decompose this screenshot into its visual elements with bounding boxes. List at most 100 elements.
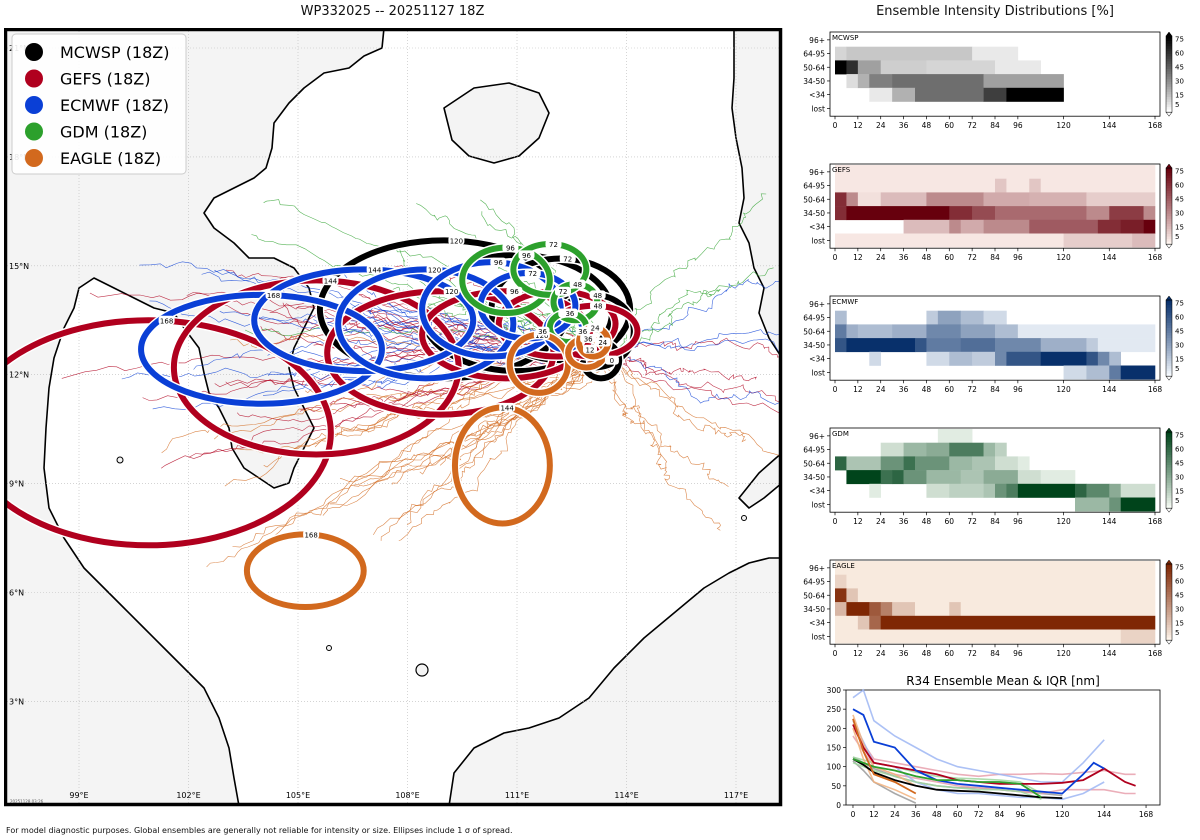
colorbar-step: [1166, 175, 1172, 179]
forecast-hour-tick-label: 120: [1056, 253, 1071, 262]
ensemble-track: [608, 352, 782, 415]
heatmap-cell: [1017, 324, 1156, 339]
colorbar-step: [1166, 612, 1172, 616]
heatmap-cell: [960, 324, 996, 339]
heatmap-model-label: ECMWF: [832, 298, 858, 306]
forecast-hour-tick-label: 24: [876, 121, 886, 130]
colorbar-tick-label: 15: [1175, 620, 1184, 628]
heatmap-cell: [1075, 483, 1087, 498]
heatmap-gefs: GEFS 96+ 64-95 50-64 34-50 <34 lost 0 12 24 36 48 60…: [803, 163, 1184, 262]
heatmap-cell: [1029, 192, 1087, 207]
lon-tick-label: 114°E: [614, 791, 638, 800]
intensity-bin-label: <34: [809, 355, 825, 364]
colorbar-step: [1166, 442, 1172, 446]
heatmap-cell: [949, 219, 962, 234]
heatmap-cell: [1109, 483, 1122, 498]
heatmap-cell: [1017, 456, 1030, 471]
ensemble-track: [398, 352, 609, 541]
heatmap-cell: [995, 60, 1042, 75]
forecast-hour-tick-label: 12: [853, 121, 863, 130]
colorbar-tick-label: 15: [1175, 356, 1184, 364]
colorbar-step: [1166, 602, 1172, 606]
heatmap-cell: [869, 615, 882, 630]
heatmap-cell: [835, 561, 1156, 575]
forecast-hour-label: 72: [549, 241, 558, 249]
land-borneo: [448, 557, 782, 806]
intensity-bin-label: 96+: [809, 564, 825, 573]
forecast-hour-label: 120: [450, 237, 463, 245]
heatmap-cell: [1109, 206, 1144, 221]
r34-title: R34 Ensemble Mean & IQR [nm]: [906, 674, 1100, 688]
colorbar-step: [1166, 490, 1172, 494]
intensity-bin-label: 96+: [809, 36, 825, 45]
land-indochina: [4, 28, 385, 806]
colorbar-step: [1166, 462, 1172, 466]
heatmap-cell: [983, 87, 1007, 102]
heatmap-cell: [949, 456, 973, 471]
colorbar-step: [1166, 485, 1172, 489]
heatmap-cell: [846, 602, 870, 617]
colorbar-arrow-bottom: [1165, 639, 1173, 645]
hour-label-bg: [535, 326, 550, 336]
lat-tick-label: 12°N: [9, 371, 29, 380]
legend-label: GDM (18Z): [60, 123, 147, 142]
ensemble-track: [606, 352, 729, 487]
heatmap-cell: [960, 219, 984, 234]
forecast-hour-label: 168: [267, 292, 280, 300]
colorbar-step: [1166, 459, 1172, 463]
forecast-hour-tick-label: 120: [1056, 385, 1071, 394]
hour-label-bg: [554, 286, 571, 296]
heatmap-cell: [995, 324, 1019, 339]
map-frame: [4, 28, 783, 807]
forecast-hour-tick-label: 24: [876, 385, 886, 394]
r34-x-tick-label: 96: [1016, 810, 1026, 819]
colorbar-step: [1166, 180, 1172, 184]
colorbar-step: [1166, 498, 1172, 501]
hour-label-bg: [158, 315, 175, 325]
intensity-bin-label: 50-64: [803, 63, 825, 72]
colorbar-step: [1166, 482, 1172, 486]
forecast-hour-tick-label: 24: [876, 649, 886, 658]
legend-label: MCWSP (18Z): [60, 43, 170, 62]
forecast-hour-tick-label: 36: [899, 649, 909, 658]
colorbar-step: [1166, 312, 1172, 316]
forecast-hour-tick-label: 12: [853, 517, 863, 526]
colorbar-step: [1166, 632, 1172, 636]
forecast-hour-tick-label: 48: [922, 517, 932, 526]
heatmap-cell: [903, 456, 916, 471]
heatmap-cell: [835, 338, 847, 353]
forecast-hour-tick-label: 72: [967, 121, 977, 130]
intensity-bin-label: lost: [811, 236, 825, 245]
track-ellipses: 1209672482416814412096724816814412096723…: [4, 235, 642, 612]
intensity-bin-label: 96+: [809, 168, 825, 177]
map-title: WP332025 -- 20251127 18Z: [300, 4, 485, 19]
forecast-hour-tick-label: 36: [899, 253, 909, 262]
forecast-hour-label: 72: [563, 256, 572, 264]
colorbar-step: [1166, 432, 1172, 435]
intensity-bin-label: <34: [809, 487, 825, 496]
ensemble-track: [263, 199, 609, 354]
colorbar-tick-label: 45: [1175, 64, 1184, 72]
legend-box: [11, 33, 187, 175]
r34-chart: R34 Ensemble Mean & IQR [nm] 0 50 100 150 200…: [827, 674, 1161, 819]
forecast-hour-label: 12: [586, 346, 595, 354]
r34-series-line: [852, 688, 1105, 783]
heatmap-cell: [915, 87, 984, 102]
intensity-bin-label: 34-50: [803, 77, 825, 86]
heatmap-cell: [1120, 497, 1156, 512]
forecast-hour-tick-label: 60: [945, 385, 955, 394]
colorbar-step: [1166, 185, 1172, 189]
legend-label: ECMWF (18Z): [60, 96, 169, 115]
heatmap-cell: [926, 192, 984, 207]
heatmap-cell: [835, 178, 996, 193]
heatmap-cell: [1143, 206, 1156, 221]
colorbar-step: [1166, 58, 1172, 62]
heatmap-cell: [846, 60, 859, 75]
ensemble-track: [608, 329, 782, 354]
heatmap-cell: [972, 456, 996, 471]
colorbar-step: [1166, 94, 1172, 98]
heatmap-cell: [1132, 233, 1156, 248]
intensity-bin-label: 50-64: [803, 327, 825, 336]
intensity-bin-label: 64-95: [803, 446, 825, 455]
heatmap-cell: [926, 324, 962, 339]
